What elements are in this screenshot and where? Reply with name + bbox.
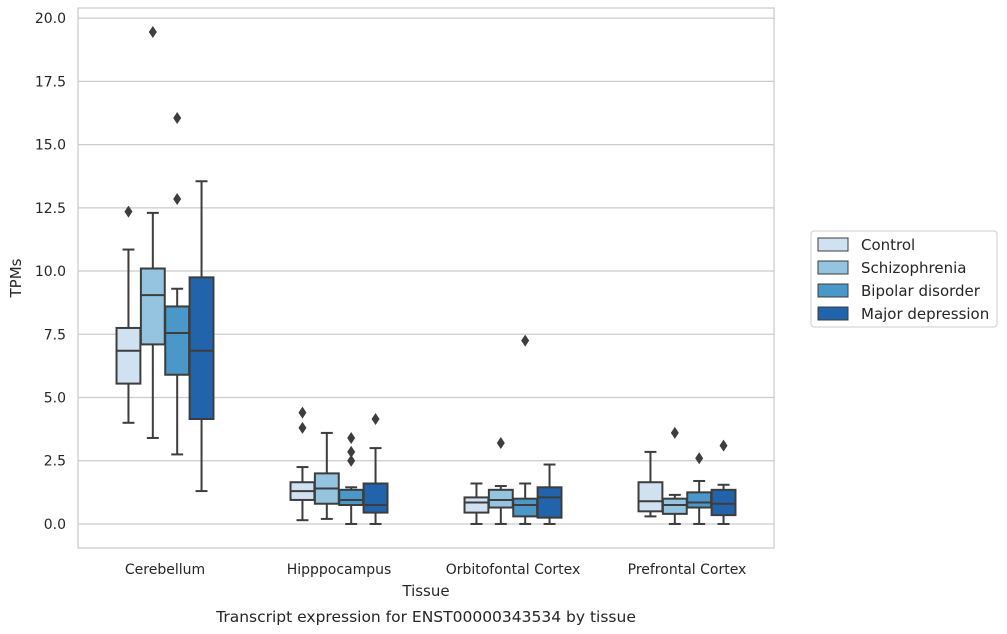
box-body (463, 496, 490, 514)
y-axis-title: TPMs (7, 258, 25, 298)
legend-swatch (817, 283, 849, 298)
x-tick-label: Prefrontal Cortex (628, 562, 747, 578)
outlier-point (521, 334, 530, 347)
outlier-point (719, 439, 728, 452)
x-axis-ticks: Cerebellum Hipppocampus Orbitofontal Corte… (125, 562, 746, 578)
outlier-point (124, 205, 133, 218)
legend-label: Control (861, 236, 915, 254)
box (338, 431, 365, 525)
y-tick-label: 10.0 (35, 264, 66, 280)
box (463, 482, 490, 525)
box (637, 450, 664, 518)
legend-label: Schizophrenia (861, 259, 966, 277)
outlier-point (695, 452, 704, 465)
outlier-point (496, 437, 505, 450)
box (512, 334, 539, 525)
outlier-point (347, 445, 356, 458)
box-body (164, 305, 191, 376)
legend-frame (810, 230, 998, 328)
box-plot-series (115, 26, 737, 525)
legend-label: Major depression (861, 305, 989, 323)
legend-swatch (817, 260, 849, 275)
box (164, 112, 191, 456)
y-tick-label: 5.0 (44, 391, 66, 407)
box-body (686, 491, 713, 509)
y-tick-label: 15.0 (35, 138, 66, 154)
outlier-point (347, 431, 356, 444)
outlier-point (173, 112, 182, 125)
x-axis-title: Tissue (401, 582, 449, 600)
box-body (139, 267, 166, 346)
box (686, 452, 713, 525)
legend-swatch (817, 237, 849, 252)
box (313, 431, 340, 520)
box-body (487, 488, 514, 509)
box (487, 437, 514, 525)
box-body (188, 276, 215, 421)
outlier-point (298, 421, 307, 434)
box (536, 463, 563, 525)
grid-lines (78, 17, 774, 525)
y-tick-label: 7.5 (44, 327, 66, 343)
outlier-point (347, 454, 356, 467)
box-body (338, 488, 365, 507)
outlier-point (298, 406, 307, 419)
y-tick-label: 17.5 (35, 74, 66, 90)
x-tick-label: Orbitofontal Cortex (446, 562, 581, 578)
box (139, 26, 166, 439)
outlier-point (670, 426, 679, 439)
box-body (661, 497, 688, 515)
plot-area-border (77, 7, 775, 549)
x-tick-label: Hipppocampus (287, 562, 392, 578)
outlier-point (148, 26, 157, 39)
box (115, 205, 142, 424)
y-tick-label: 0.0 (44, 517, 66, 533)
box (661, 426, 688, 525)
outlier-point (173, 192, 182, 205)
y-tick-label: 12.5 (35, 201, 66, 217)
box-body (512, 497, 539, 518)
box-body (115, 326, 142, 385)
box (710, 439, 737, 525)
y-tick-label: 20.0 (35, 11, 66, 27)
chart-caption: Transcript expression for ENST0000034353… (215, 608, 636, 626)
box (289, 406, 316, 522)
outlier-point (371, 413, 380, 426)
legend-swatch (817, 306, 849, 321)
box (362, 413, 389, 525)
legend: Control Schizophrenia Bipolar disorder Majo… (810, 230, 998, 328)
box (188, 180, 215, 493)
y-tick-label: 2.5 (44, 454, 66, 470)
x-tick-label: Cerebellum (125, 562, 205, 578)
box-body (362, 482, 389, 514)
box-body (536, 486, 563, 519)
legend-label: Bipolar disorder (861, 282, 981, 300)
box-body (710, 488, 737, 517)
y-axis-ticks: 0.0 2.5 5.0 7.5 10.0 12.5 15.0 17.5 20.0 (35, 11, 66, 533)
box-body (637, 481, 664, 513)
